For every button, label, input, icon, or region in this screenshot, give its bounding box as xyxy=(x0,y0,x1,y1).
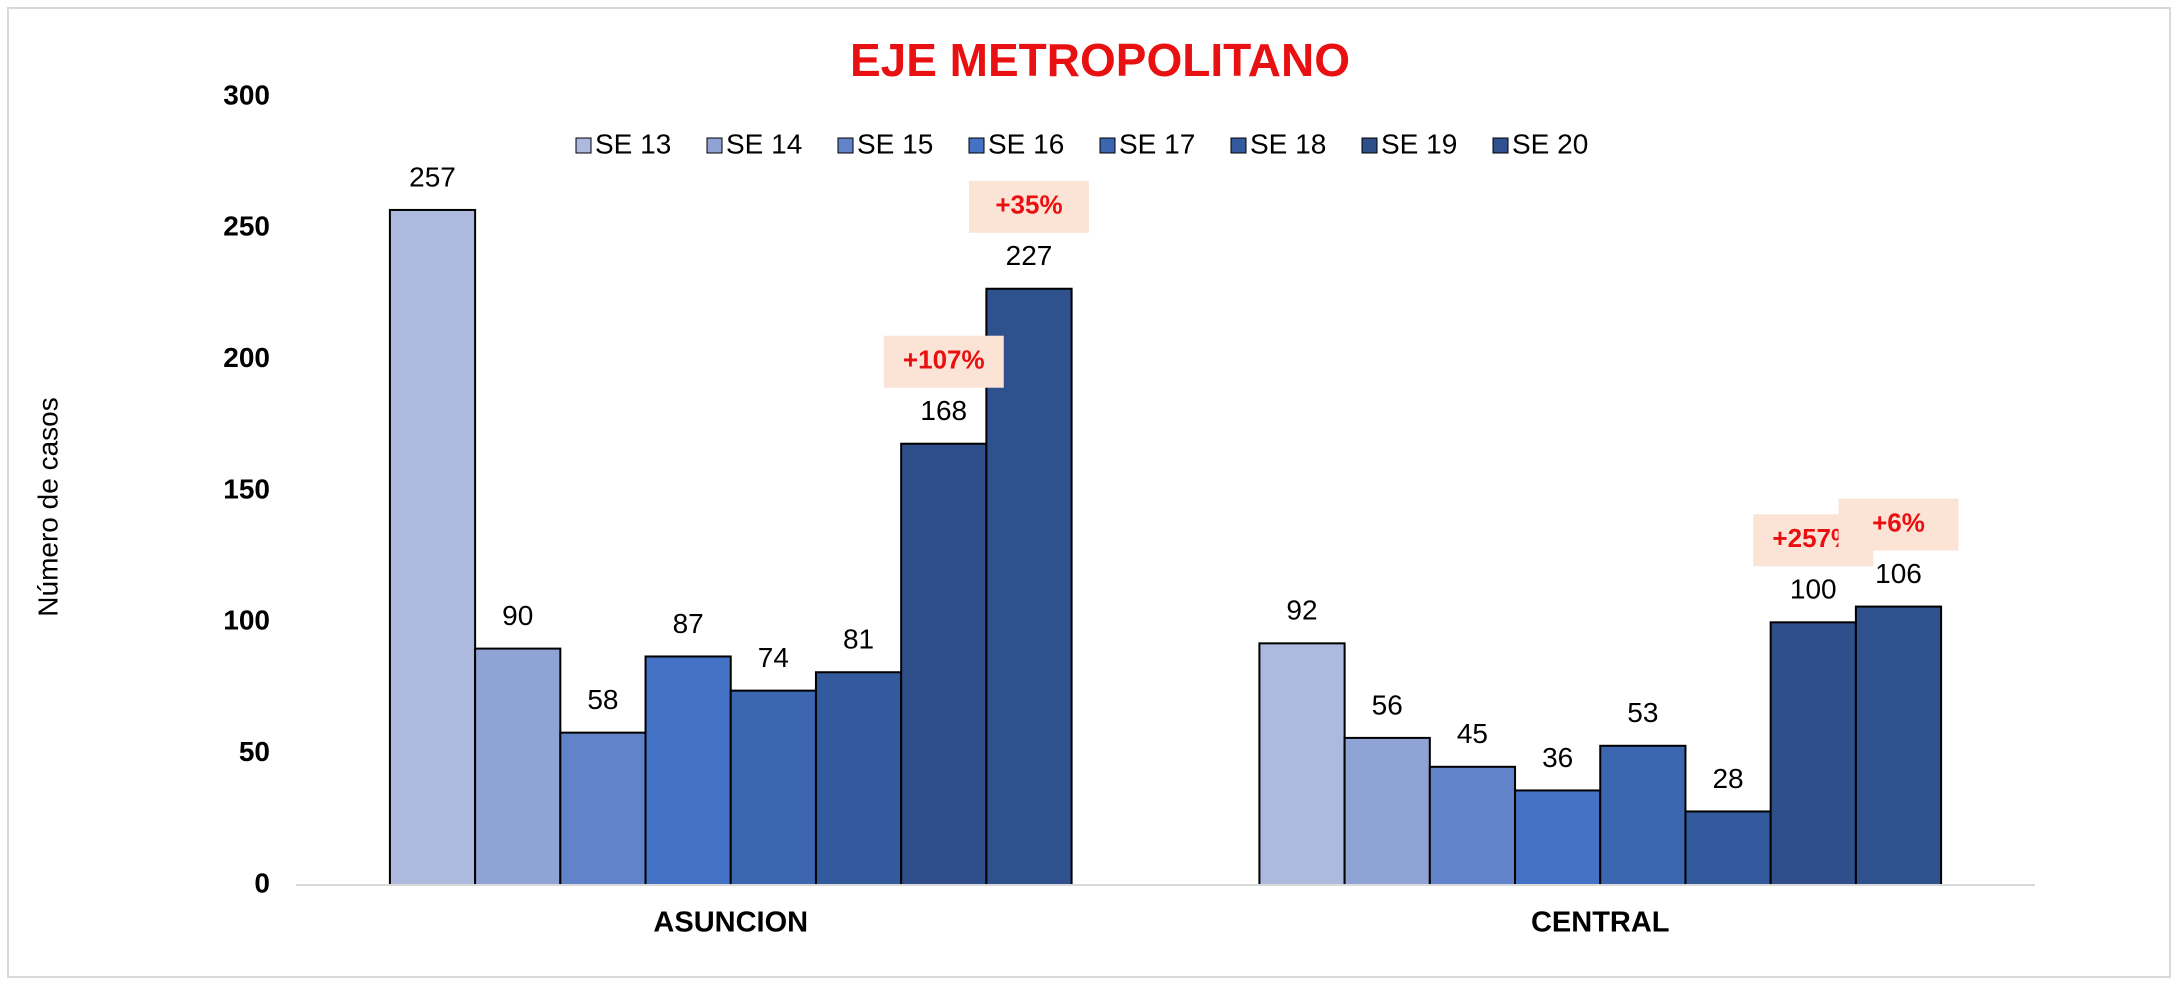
bar xyxy=(900,442,988,886)
legend-label: SE 18 xyxy=(1250,128,1326,159)
x-tick-label: CENTRAL xyxy=(1531,907,1670,939)
bar xyxy=(1343,736,1431,887)
y-tick-label: 150 xyxy=(223,473,270,504)
legend-label: SE 17 xyxy=(1119,128,1195,159)
legend-swatch xyxy=(706,137,723,154)
legend-label: SE 20 xyxy=(1512,128,1588,159)
bar xyxy=(1428,765,1517,886)
legend-swatch xyxy=(837,137,854,154)
data-label: 58 xyxy=(587,684,618,715)
legend-swatch xyxy=(1099,137,1116,154)
data-label: 36 xyxy=(1542,742,1573,773)
data-label: 106 xyxy=(1875,558,1922,589)
legend-label: SE 19 xyxy=(1381,128,1457,159)
legend-swatch xyxy=(968,137,985,154)
data-label: 87 xyxy=(673,608,704,639)
bar xyxy=(474,647,562,886)
bar xyxy=(1769,621,1857,886)
legend-swatch xyxy=(1361,137,1378,154)
annotation: +107% xyxy=(903,345,985,375)
legend-label: SE 16 xyxy=(988,128,1064,159)
data-label: 53 xyxy=(1627,697,1658,728)
annotation: +6% xyxy=(1872,507,1925,537)
bar xyxy=(644,655,732,886)
annotation: +35% xyxy=(995,190,1062,220)
bar xyxy=(814,671,903,886)
legend-swatch xyxy=(1492,137,1509,154)
data-label: 90 xyxy=(502,600,533,631)
bar xyxy=(729,689,817,886)
data-label: 227 xyxy=(1006,240,1053,271)
bar xyxy=(559,731,647,886)
legend-label: SE 13 xyxy=(595,128,671,159)
data-label: 100 xyxy=(1790,574,1837,605)
legend-swatch xyxy=(575,137,592,154)
y-tick-label: 50 xyxy=(239,736,270,767)
data-label: 81 xyxy=(843,624,874,655)
data-label: 74 xyxy=(758,642,789,673)
data-label: 56 xyxy=(1372,689,1403,720)
bar xyxy=(388,208,477,887)
annotation-box xyxy=(968,180,1089,233)
chart-title: EJE METROPOLITANO xyxy=(850,34,1350,86)
data-label: 168 xyxy=(920,395,967,426)
y-tick-label: 300 xyxy=(223,79,270,110)
legend-swatch xyxy=(1230,137,1247,154)
bar xyxy=(985,287,1073,887)
bar xyxy=(1599,744,1687,887)
legend-label: SE 15 xyxy=(857,128,933,159)
bar xyxy=(1854,605,1943,886)
bar xyxy=(1258,642,1346,887)
data-label: 92 xyxy=(1286,595,1317,626)
bar xyxy=(1684,810,1772,886)
y-tick-label: 200 xyxy=(223,342,270,373)
y-tick-label: 100 xyxy=(223,605,270,636)
annotation-box xyxy=(1838,498,1959,551)
y-axis-label: Número de casos xyxy=(32,397,63,616)
legend-label: SE 14 xyxy=(726,128,802,159)
y-tick-label: 250 xyxy=(223,211,270,242)
data-label: 257 xyxy=(409,161,456,192)
y-tick-label: 0 xyxy=(254,867,270,898)
data-label: 28 xyxy=(1712,763,1743,794)
bar xyxy=(1514,789,1602,886)
data-label: 45 xyxy=(1457,718,1488,749)
annotation-box xyxy=(883,335,1004,388)
x-tick-label: ASUNCION xyxy=(653,907,808,939)
